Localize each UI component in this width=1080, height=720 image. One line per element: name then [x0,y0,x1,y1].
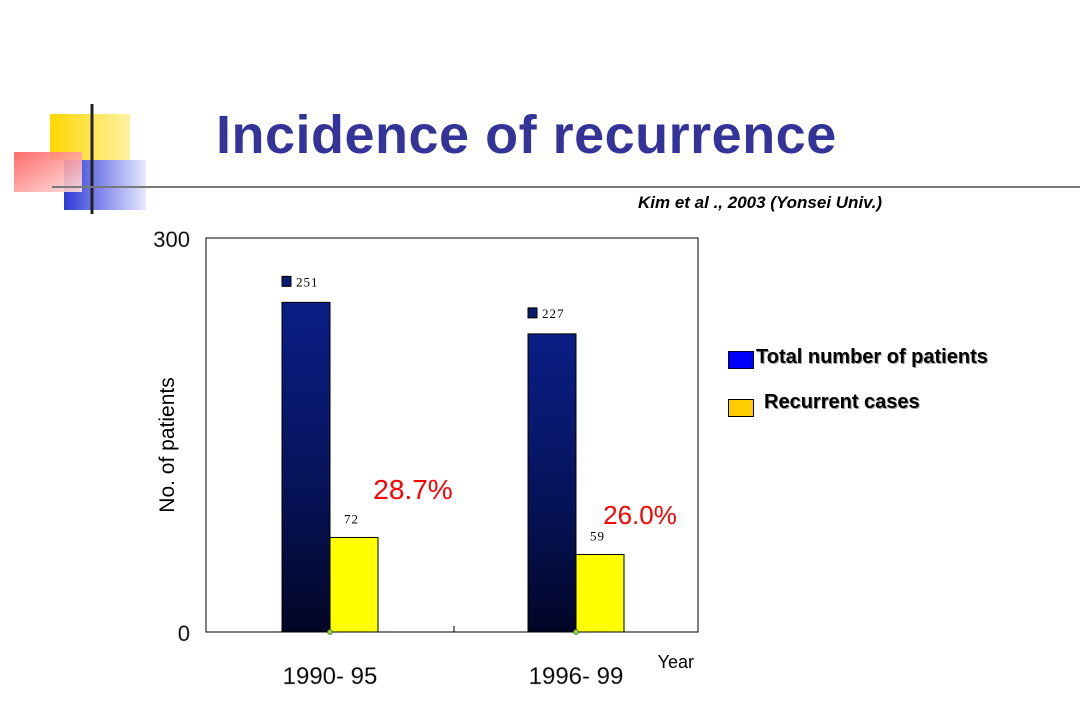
y-tick-label: 300 [153,227,190,252]
citation: Kim et al ., 2003 (Yonsei Univ.) [638,193,883,212]
bar-total-1 [281,301,331,633]
bar-recurrent-1 [329,536,379,633]
deco-red-square [14,152,82,192]
legend-swatch-recurrent [728,399,754,417]
y-tick-label: 0 [178,621,190,646]
percent-annotation-2: 26.0% [603,500,677,530]
value-label-recurrent-1: 72 [344,511,359,526]
baseline-marker-2 [573,629,579,635]
legend-swatch-total [728,351,754,369]
x-tick-label-1: 1990- 95 [283,663,378,690]
bar-total-2 [527,333,577,633]
value-label-total-2: 227 [542,306,565,321]
legend-label-recurrent: Recurrent cases [764,391,920,413]
x-axis-label: Year [658,652,694,672]
value-label-key-2 [527,307,538,319]
bar-recurrent-2 [575,554,625,633]
slide-title: Incidence of recurrence [216,105,837,165]
value-label-key-1 [281,275,292,287]
value-label-recurrent-2: 59 [590,529,605,544]
corner-decoration [14,104,146,214]
y-axis-label: No. of patients [156,377,179,512]
value-label-total-1: 251 [296,274,319,289]
baseline-marker-1 [327,629,333,635]
x-tick-label-2: 1996- 99 [529,663,624,690]
title-underline [52,186,1080,188]
legend-label-total: Total number of patients [756,346,988,368]
plot-frame [205,237,699,633]
percent-annotation-1: 28.7% [373,474,452,505]
